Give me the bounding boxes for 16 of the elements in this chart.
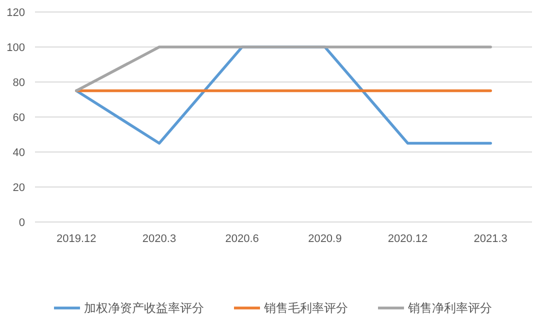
y-tick-label: 100: [6, 42, 25, 54]
x-tick-label: 2019.12: [56, 233, 96, 245]
x-tick-label: 2020.12: [388, 233, 428, 245]
x-tick-label: 2020.9: [308, 233, 342, 245]
x-tick-label: 2020.3: [142, 233, 176, 245]
legend-label: 加权净资产收益率评分: [84, 301, 204, 315]
y-tick-label: 20: [12, 182, 25, 194]
legend-label: 销售净利率评分: [407, 301, 492, 315]
y-tick-label: 0: [18, 217, 25, 229]
y-tick-label: 120: [6, 7, 25, 19]
y-tick-label: 80: [12, 77, 25, 89]
y-tick-label: 60: [12, 112, 25, 124]
x-tick-label: 2020.6: [225, 233, 259, 245]
legend-label: 销售毛利率评分: [263, 301, 348, 315]
y-tick-label: 40: [12, 147, 25, 159]
x-tick-label: 2021.3: [474, 233, 508, 245]
